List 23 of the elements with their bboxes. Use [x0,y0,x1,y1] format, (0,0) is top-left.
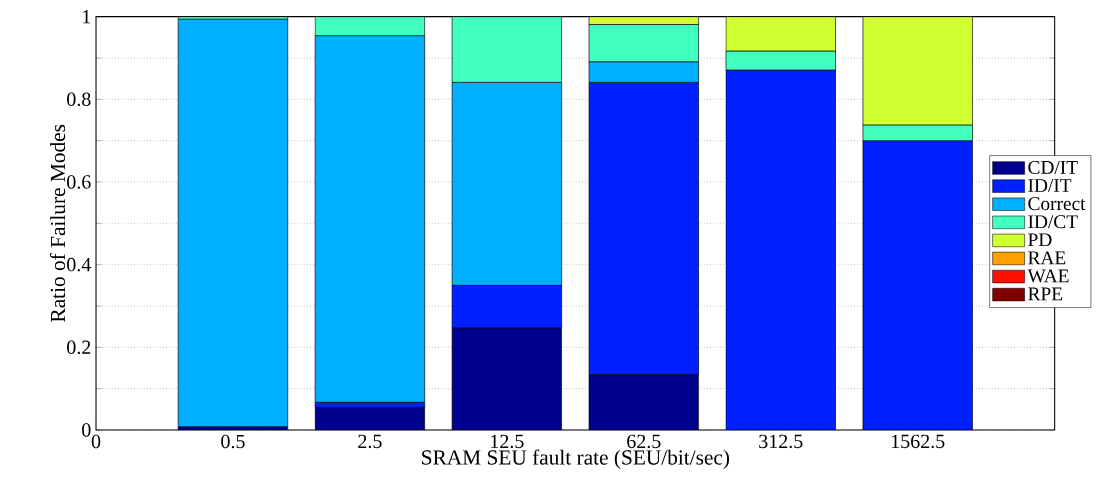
x-tick-label: 0.5 [221,434,245,449]
x-tick-label: 2.5 [358,434,382,449]
y-tick-label: 0.8 [67,92,91,107]
y-tick-label: 0 [82,423,91,437]
legend-label: Correct [1028,197,1086,211]
y-tick-label: 1 [83,10,91,24]
x-axis-title: SRAM SEU fault rate (SEU/bit/sec) [422,449,730,469]
y-tick-label: 0.4 [67,257,91,272]
legend-label: WAE [1027,269,1069,283]
legend-label: RPE [1028,287,1063,301]
legend-label: ID/CT [1028,215,1078,229]
y-axis-title: Ratio of Failure Modes [49,124,66,322]
x-tick-label: 1562.5 [891,434,945,449]
legend-label: CD/IT [1028,160,1078,174]
bar [177,18,289,428]
y-tick-label: 0.6 [67,175,91,189]
x-tick-label: 12.5 [491,434,524,449]
x-tick-label: 312.5 [759,434,803,449]
x-tick-label: 62.5 [627,434,661,449]
legend-label: ID/IT [1028,179,1072,192]
legend-label: RAE [1028,251,1066,265]
y-tick-label: 0.2 [67,340,91,355]
legend-label: PD [1028,233,1052,247]
